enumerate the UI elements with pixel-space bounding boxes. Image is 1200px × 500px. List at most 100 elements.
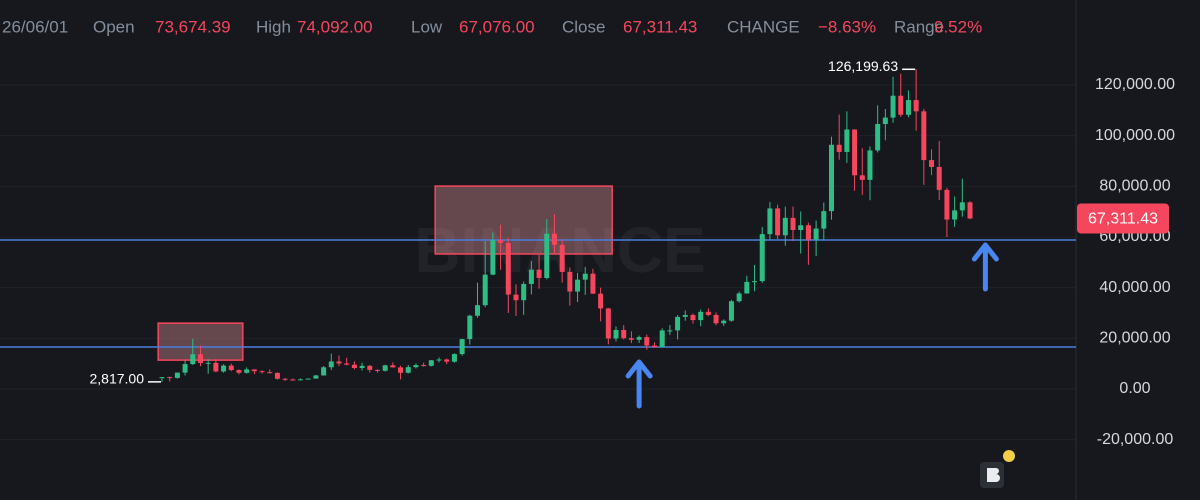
candle bbox=[775, 204, 781, 240]
candle bbox=[705, 308, 711, 316]
candle-body bbox=[644, 337, 650, 346]
candle bbox=[690, 313, 696, 324]
candle bbox=[613, 326, 619, 342]
candle bbox=[967, 201, 973, 220]
candle-body bbox=[475, 305, 481, 316]
candle bbox=[913, 69, 919, 131]
candle bbox=[197, 345, 203, 367]
candle bbox=[228, 363, 234, 372]
highlight-box bbox=[434, 185, 613, 255]
annotation-label: 2,817.00 bbox=[90, 371, 145, 387]
candle bbox=[798, 211, 804, 254]
candle bbox=[159, 376, 165, 382]
candle bbox=[936, 140, 942, 201]
candle-body bbox=[828, 144, 834, 212]
close-value: 67,311.43 bbox=[623, 17, 697, 36]
candle-body bbox=[844, 129, 850, 152]
candle-body bbox=[521, 283, 527, 301]
candle bbox=[351, 361, 357, 370]
candle bbox=[844, 111, 850, 163]
candle bbox=[605, 307, 611, 345]
candle bbox=[921, 108, 927, 185]
high-value: 74,092.00 bbox=[297, 17, 373, 36]
annotation-label: 126,199.63 bbox=[828, 58, 898, 74]
candle-body bbox=[713, 314, 719, 324]
candle-body bbox=[575, 279, 581, 292]
app-icon[interactable] bbox=[980, 450, 1015, 488]
candle bbox=[305, 378, 311, 380]
open-value: 73,674.39 bbox=[155, 17, 231, 36]
candle-body bbox=[590, 273, 596, 294]
candle-body bbox=[174, 372, 180, 378]
candle bbox=[528, 261, 534, 295]
candle-body bbox=[905, 100, 911, 115]
change-value: −8.63% bbox=[818, 17, 876, 36]
candle-body bbox=[875, 124, 881, 151]
candle bbox=[382, 364, 388, 372]
candle-body bbox=[913, 100, 919, 112]
candle bbox=[636, 335, 642, 343]
candle-body bbox=[852, 129, 858, 176]
close-label: Close bbox=[562, 17, 605, 36]
candle-body bbox=[628, 338, 634, 340]
candle bbox=[174, 372, 180, 379]
candle-body bbox=[936, 166, 942, 190]
candle-body bbox=[405, 367, 411, 373]
candle-body bbox=[344, 363, 350, 365]
icon-glyph[interactable] bbox=[987, 468, 1000, 482]
candle-body bbox=[929, 160, 935, 167]
candle-body bbox=[398, 367, 404, 373]
candle-body bbox=[613, 329, 619, 339]
candle-body bbox=[705, 311, 711, 315]
y-tick-label: 120,000.00 bbox=[1095, 76, 1175, 93]
candle bbox=[859, 148, 865, 195]
candle-body bbox=[859, 175, 865, 180]
candle-body bbox=[790, 217, 796, 230]
candle bbox=[675, 315, 681, 340]
candle-body bbox=[659, 330, 665, 348]
candle-body bbox=[867, 150, 873, 180]
candle bbox=[667, 325, 673, 335]
candle bbox=[567, 267, 573, 306]
candle bbox=[498, 224, 504, 270]
candle bbox=[867, 146, 873, 201]
candle-body bbox=[367, 365, 373, 370]
candle-body bbox=[213, 362, 219, 372]
candle bbox=[459, 338, 465, 356]
candle bbox=[336, 355, 342, 367]
candle bbox=[236, 369, 242, 375]
candle-body bbox=[428, 360, 434, 366]
candle-body bbox=[551, 233, 557, 245]
candle-body bbox=[190, 354, 196, 365]
candle bbox=[298, 378, 304, 381]
header: 26/06/01 Open 73,674.39 High 74,092.00 L… bbox=[2, 17, 982, 36]
candle-body bbox=[836, 144, 842, 152]
candle bbox=[821, 202, 827, 240]
candle bbox=[259, 370, 265, 374]
candle bbox=[813, 220, 819, 256]
candle bbox=[728, 299, 734, 322]
candle-body bbox=[321, 367, 327, 376]
candle bbox=[321, 366, 327, 376]
candle bbox=[805, 222, 811, 265]
candle bbox=[582, 266, 588, 295]
candle bbox=[621, 325, 627, 340]
candle-body bbox=[775, 208, 781, 236]
candle-body bbox=[467, 315, 473, 340]
candle-body bbox=[274, 372, 280, 379]
candle-body bbox=[221, 365, 227, 372]
candle-body bbox=[298, 379, 304, 381]
candle-body bbox=[436, 359, 442, 361]
candle-body bbox=[959, 202, 965, 211]
candle-body bbox=[651, 345, 657, 348]
candle-body bbox=[798, 225, 804, 230]
candle-body bbox=[451, 354, 457, 362]
candle-body bbox=[313, 375, 319, 379]
candle-body bbox=[305, 378, 311, 380]
candle bbox=[244, 367, 250, 374]
y-tick-label: -20,000.00 bbox=[1097, 431, 1174, 448]
candle bbox=[590, 268, 596, 294]
candle bbox=[882, 108, 888, 141]
candle bbox=[651, 342, 657, 348]
